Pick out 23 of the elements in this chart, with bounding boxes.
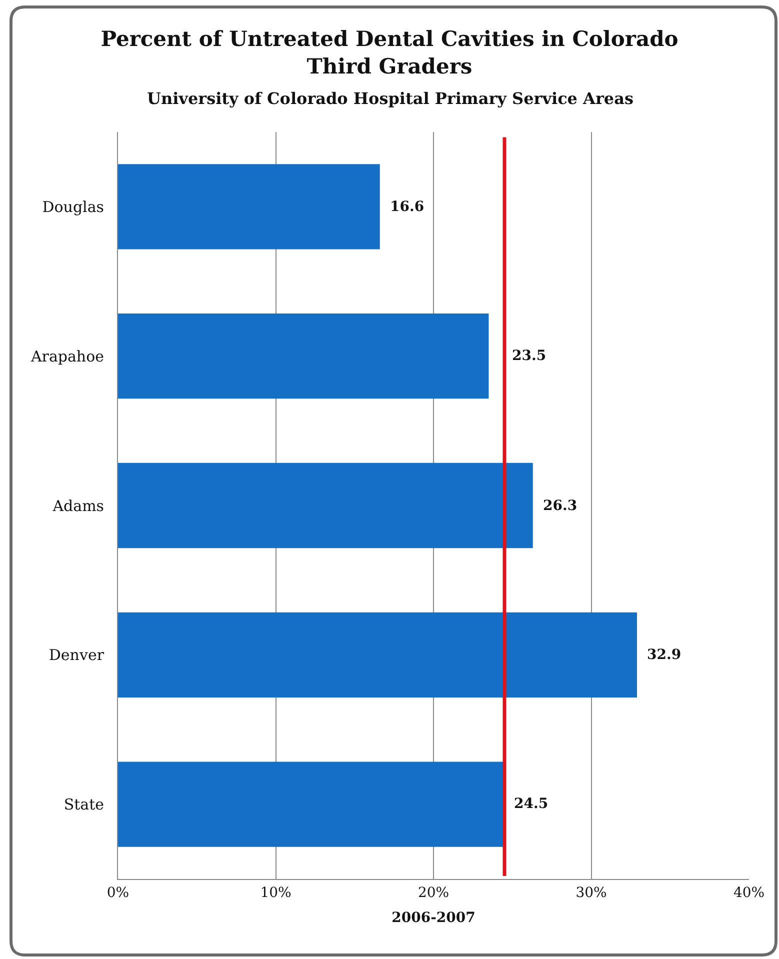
- y-tick-label: Adams: [52, 496, 104, 515]
- data-label: 26.3: [543, 498, 578, 514]
- x-tick-label: 0%: [106, 884, 130, 901]
- data-label: 32.9: [647, 647, 682, 663]
- bar: [118, 462, 533, 548]
- data-label: 24.5: [514, 796, 548, 812]
- y-tick-label: Douglas: [42, 198, 104, 216]
- bar: [118, 314, 489, 399]
- chart-title: Percent of Untreated Dental Cavities in Colorado Third Graders: [100, 26, 678, 78]
- bar: [118, 164, 380, 250]
- y-tick-label: State: [64, 796, 104, 814]
- y-tick-label: Arapahoe: [30, 347, 104, 366]
- x-tick-label: 20%: [418, 884, 450, 901]
- bar: [118, 612, 637, 698]
- x-tick-label: 30%: [576, 884, 607, 901]
- x-tick-label: 10%: [260, 884, 292, 901]
- data-label: 16.6: [390, 199, 424, 215]
- x-axis-title: 2006-2007: [392, 910, 476, 926]
- y-tick-label: Denver: [48, 646, 105, 664]
- bar: [118, 762, 504, 847]
- chart-subtitle: University of Colorado Hospital Primary Service Areas: [147, 89, 634, 108]
- data-label: 23.5: [512, 348, 546, 364]
- x-tick-label: 40%: [733, 884, 765, 901]
